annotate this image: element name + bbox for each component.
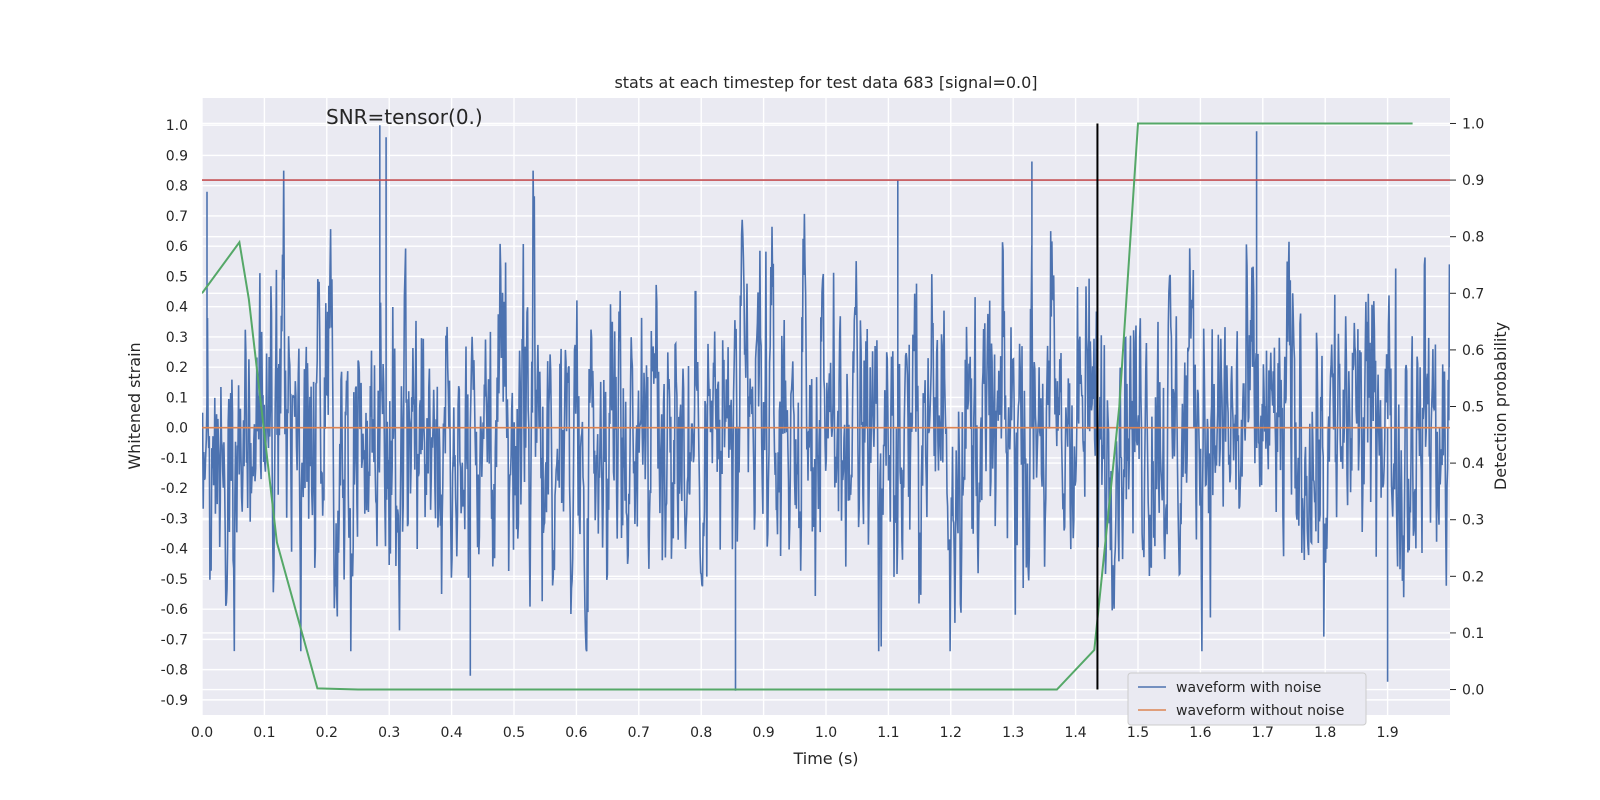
y2-tick-label: 0.6 [1462, 343, 1484, 359]
legend: waveform with noise waveform without noi… [1127, 672, 1367, 726]
y2-tick-label: 0.5 [1462, 400, 1484, 416]
x-tick-label: 0.0 [191, 725, 213, 741]
x-tick-label: 1.7 [1252, 725, 1274, 741]
x-tick-label: 0.4 [440, 725, 462, 741]
y-tick-label: 0.1 [166, 390, 188, 406]
x-tick-label: 0.7 [628, 725, 650, 741]
y-tick-label: -0.1 [161, 451, 188, 467]
legend-label-clean: waveform without noise [1176, 703, 1344, 719]
x-tick-label: 1.2 [940, 725, 962, 741]
y2-tick-label: 1.0 [1462, 116, 1484, 132]
x-tick-label: 0.3 [378, 725, 400, 741]
legend-box [1127, 672, 1367, 726]
y2-tick-label: 0.3 [1462, 513, 1484, 529]
y-axis-ticks: 1.0 0.9 0.8 0.7 0.6 0.5 0.4 0.3 0.2 0.1 0.0 -0.1 -0.… [161, 118, 188, 709]
y2-axis-label: Detection probability [1491, 322, 1510, 490]
y2-tick-label: 0.2 [1462, 569, 1484, 585]
noisy-waveform-line [202, 125, 1450, 691]
x-tick-label: 1.8 [1314, 725, 1336, 741]
x-tick-label: 0.9 [752, 725, 774, 741]
y-tick-label: 0.0 [166, 421, 188, 437]
y-tick-label: -0.4 [161, 542, 188, 558]
y-tick-label: 0.9 [166, 148, 188, 164]
y-tick-label: -0.6 [161, 602, 188, 618]
y2-axis-ticks: 1.0 0.9 0.8 0.7 0.6 0.5 0.4 0.3 0.2 0.1 0.0 [1450, 116, 1484, 699]
chart-title: stats at each timestep for test data 683… [614, 73, 1037, 92]
y-tick-label: 0.4 [166, 300, 188, 316]
y2-tick-label: 0.4 [1462, 456, 1484, 472]
y2-tick-label: 0.0 [1462, 683, 1484, 699]
y-tick-label: -0.8 [161, 663, 188, 679]
legend-label-noisy: waveform with noise [1176, 680, 1321, 696]
y-axis-label: Whitened strain [125, 342, 144, 469]
x-tick-label: 0.1 [253, 725, 275, 741]
x-tick-label: 1.6 [1189, 725, 1211, 741]
detection-probability-line [202, 122, 1413, 691]
y-tick-label: 0.8 [166, 179, 188, 195]
x-tick-label: 1.4 [1064, 725, 1086, 741]
x-tick-label: 1.5 [1127, 725, 1149, 741]
y-tick-label: -0.3 [161, 511, 188, 527]
y-tick-label: 0.7 [166, 209, 188, 225]
x-tick-label: 0.5 [503, 725, 525, 741]
y2-tick-label: 0.9 [1462, 173, 1484, 189]
y-tick-label: -0.2 [161, 481, 188, 497]
y-tick-label: 1.0 [166, 118, 188, 134]
x-tick-label: 0.2 [316, 725, 338, 741]
y-tick-label: 0.6 [166, 239, 188, 255]
x-tick-label: 0.8 [690, 725, 712, 741]
x-tick-label: 1.3 [1002, 725, 1024, 741]
snr-annotation: SNR=tensor(0.) [326, 105, 483, 129]
y2-tick-label: 0.1 [1462, 626, 1484, 642]
y-tick-label: -0.9 [161, 693, 188, 709]
y-tick-label: -0.7 [161, 632, 188, 648]
x-tick-label: 1.1 [877, 725, 899, 741]
y-tick-label: -0.5 [161, 572, 188, 588]
y-tick-label: 0.5 [166, 269, 188, 285]
x-axis-ticks: 0.0 0.1 0.2 0.3 0.4 0.5 0.6 0.7 0.8 0.9 1.0 1.1 1.2 1… [191, 725, 1399, 741]
plot-area [202, 122, 1450, 691]
y-tick-label: 0.3 [166, 330, 188, 346]
x-tick-label: 1.0 [815, 725, 837, 741]
y-tick-label: 0.2 [166, 360, 188, 376]
x-tick-label: 1.9 [1376, 725, 1398, 741]
y2-tick-label: 0.8 [1462, 230, 1484, 246]
x-axis-label: Time (s) [792, 749, 858, 768]
x-tick-label: 0.6 [565, 725, 587, 741]
y2-tick-label: 0.7 [1462, 286, 1484, 302]
